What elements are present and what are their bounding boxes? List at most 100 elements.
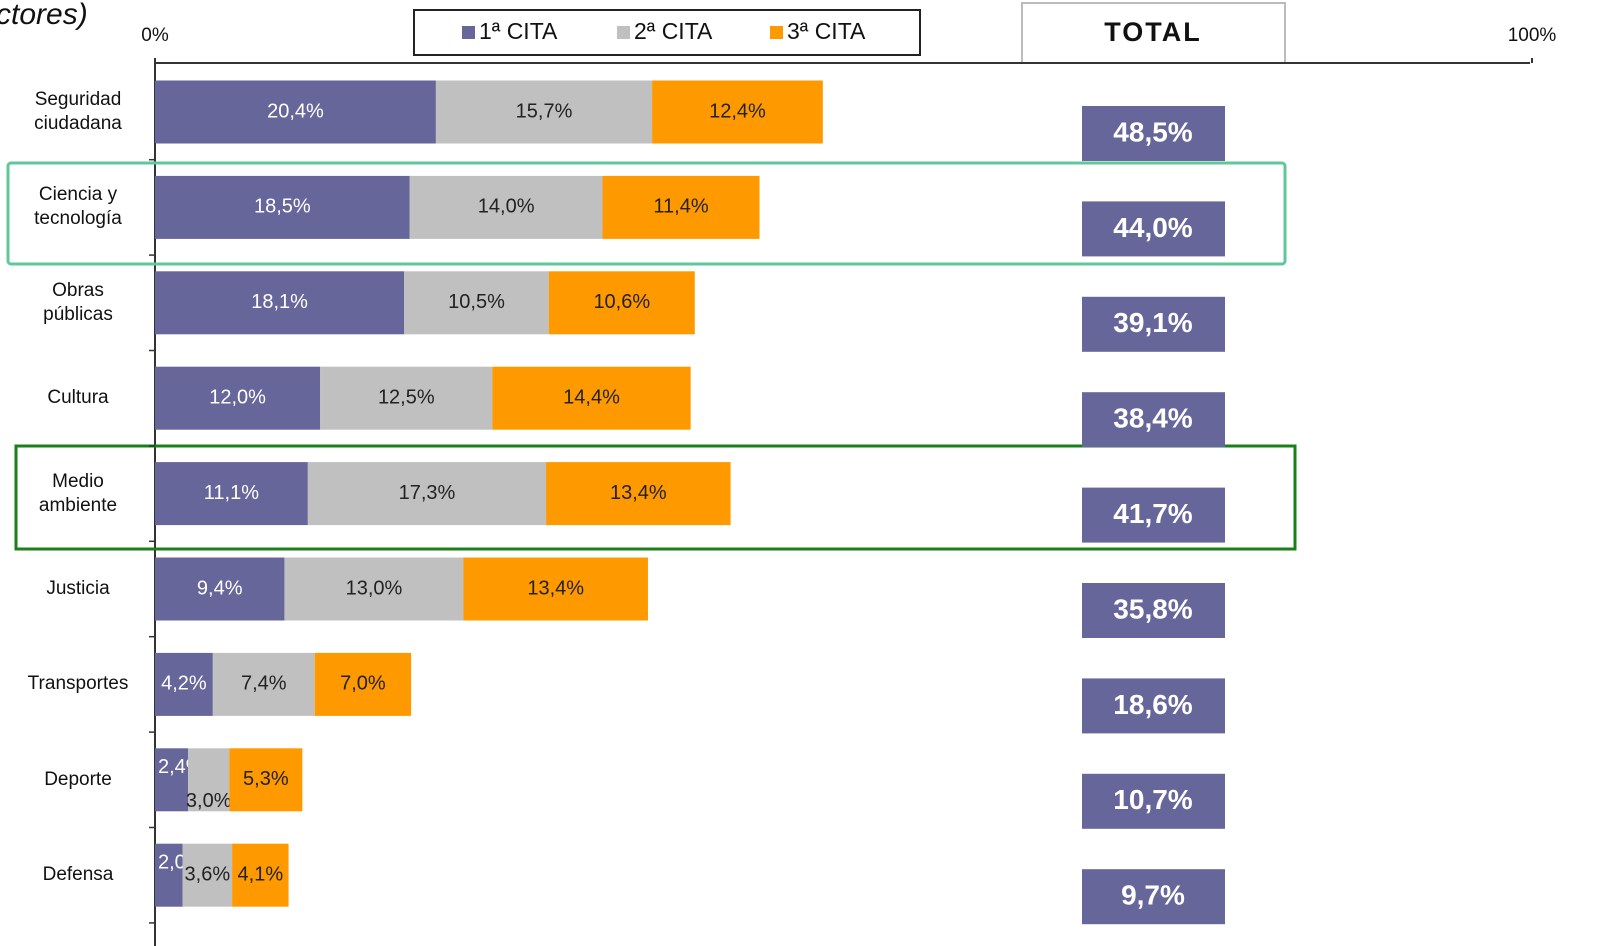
total-label: 41,7% (1113, 498, 1192, 529)
legend-box (413, 9, 921, 56)
value-label: 20,4% (267, 100, 324, 122)
category-text: Deporte (44, 768, 112, 790)
value-label: 13,0% (346, 577, 403, 599)
value-label: 9,4% (197, 577, 243, 599)
category-label: Medio ambiente (0, 470, 138, 518)
total-box (1082, 678, 1225, 734)
bar-segment (320, 366, 493, 430)
bar-segment (602, 175, 760, 239)
value-label: 5,3% (243, 768, 289, 790)
value-label: 4,1% (238, 863, 284, 885)
category-text: Seguridad ciudadana (34, 89, 122, 134)
bar-segment (435, 80, 653, 144)
legend-label: 3ª CITA (787, 18, 866, 44)
value-label: 7,4% (241, 673, 287, 695)
bar-segment (155, 80, 436, 144)
category-text: Justicia (46, 578, 110, 599)
bar-segment (155, 557, 285, 621)
category-text: Medio ambiente (38, 470, 118, 516)
highlight-box (6, 161, 1287, 266)
legend-swatch (617, 26, 630, 39)
category-label: Defensa (0, 863, 138, 887)
legend-swatch (770, 26, 783, 39)
value-label: 3,0% (186, 790, 232, 812)
total-header: TOTAL (1104, 17, 1202, 47)
legend-label: 2ª CITA (634, 18, 713, 44)
bar-segment (232, 843, 289, 907)
value-label: 12,5% (378, 386, 435, 408)
total-label: 10,7% (1113, 784, 1192, 815)
value-label: 12,4% (709, 100, 766, 122)
category-label: Obras públicas (0, 279, 138, 327)
total-box (1082, 773, 1225, 829)
bar-segment (284, 557, 464, 621)
bar-segment (652, 80, 823, 144)
total-box (1082, 106, 1225, 161)
total-label: 35,8% (1113, 593, 1192, 624)
total-box (1082, 869, 1225, 925)
bar-segment (546, 462, 731, 526)
value-label: 10,5% (448, 291, 505, 313)
category-text: Transportes (27, 673, 129, 695)
value-label: 11,1% (204, 482, 259, 504)
category-label: Transportes (0, 672, 138, 696)
bar-segment (409, 175, 603, 239)
value-label: 18,5% (254, 196, 311, 218)
bar-segment (182, 843, 233, 907)
value-label: 14,0% (478, 196, 535, 218)
bar-segment (188, 748, 230, 812)
category-label: Seguridad ciudadana (0, 88, 138, 136)
total-box (1082, 583, 1225, 638)
value-label: 15,7% (516, 100, 573, 122)
category-text: Cultura (47, 387, 109, 409)
category-text: Obras públicas (43, 279, 113, 325)
bar-segment (155, 366, 321, 430)
chart-title: ctores) (0, 0, 88, 31)
value-label: 18,1% (251, 291, 308, 313)
value-label: 10,6% (593, 291, 650, 313)
category-label: Cultura (0, 386, 138, 410)
bar-segment (155, 175, 410, 239)
value-label: 4,2% (161, 673, 207, 695)
value-label: 11,4% (653, 196, 708, 218)
total-label: 39,1% (1113, 307, 1192, 338)
x-tick-label: 100% (1508, 25, 1557, 46)
bar-segment (155, 652, 213, 716)
bar-segment (548, 271, 695, 335)
highlight-box (14, 444, 1297, 551)
value-label: 12,0% (209, 386, 266, 408)
bar-segment (492, 366, 691, 430)
bar-segment (229, 748, 303, 812)
total-box (1082, 392, 1225, 448)
category-text: Defensa (42, 864, 114, 886)
x-tick-label: 0% (141, 25, 169, 46)
category-label: Ciencia y tecnología (0, 183, 138, 231)
value-label: 14,4% (563, 386, 620, 408)
category-label: Deporte (0, 768, 138, 792)
total-box (1082, 487, 1225, 543)
total-label: 38,4% (1113, 403, 1192, 434)
bar-segment (155, 748, 189, 812)
bar-segment (155, 462, 308, 526)
bar-segment (155, 843, 183, 907)
category-label: Justicia (0, 577, 138, 601)
value-label: 3,6% (185, 863, 231, 885)
legend-swatch (462, 26, 475, 39)
value-label: 13,4% (527, 577, 584, 599)
total-label: 9,7% (1121, 880, 1185, 911)
bar-segment (307, 462, 547, 526)
total-box (1082, 201, 1225, 257)
value-label: 17,3% (399, 482, 456, 504)
total-label: 48,5% (1113, 116, 1192, 147)
legend-label: 1ª CITA (479, 18, 558, 44)
value-label: 13,4% (610, 482, 667, 504)
bar-segment (463, 557, 648, 621)
bar-segment (212, 652, 315, 716)
total-box (1082, 296, 1225, 352)
total-label: 44,0% (1113, 212, 1192, 243)
value-label: 7,0% (340, 673, 386, 695)
total-header-box (1021, 2, 1286, 64)
total-label: 18,6% (1113, 689, 1192, 720)
